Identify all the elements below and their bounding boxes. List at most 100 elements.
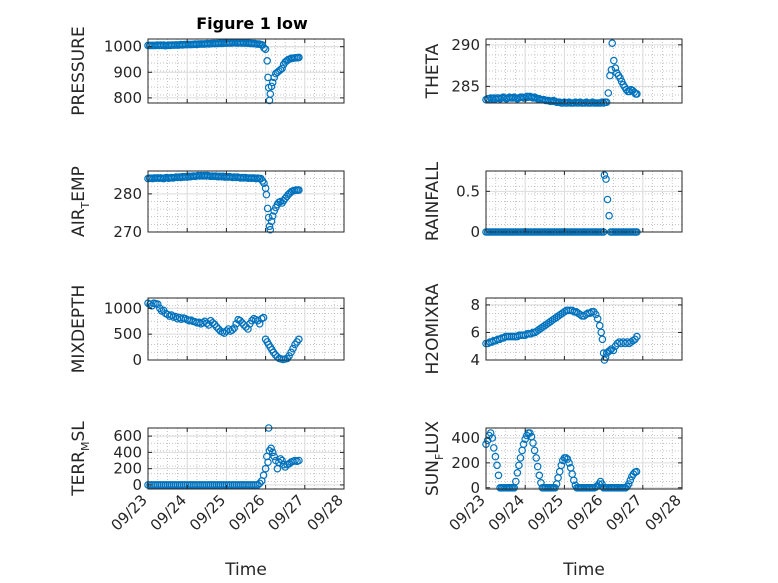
y-tick-label: 400 xyxy=(113,443,142,461)
data-point xyxy=(489,444,498,452)
data-point xyxy=(289,344,297,353)
data-point xyxy=(268,212,277,220)
data-point xyxy=(238,318,246,327)
data-point xyxy=(266,225,275,234)
data-point xyxy=(266,90,275,98)
data-point xyxy=(609,56,618,65)
x-tick-label: 09/28 xyxy=(304,491,347,534)
data-point xyxy=(557,461,566,470)
x-tick-label: 09/23 xyxy=(446,491,489,534)
data-point xyxy=(633,332,641,341)
data-point xyxy=(529,439,537,447)
data-point xyxy=(625,87,634,96)
y-tick-label: 500 xyxy=(113,325,142,343)
data-point xyxy=(521,435,530,444)
y-tick-label: 6 xyxy=(470,323,480,341)
data-point xyxy=(591,310,600,319)
y-tick-label: 270 xyxy=(113,223,142,241)
data-point xyxy=(259,471,268,480)
data-point xyxy=(295,186,303,194)
data-point xyxy=(295,53,303,62)
data-point xyxy=(267,444,275,453)
x-tick-label: 09/25 xyxy=(186,491,229,534)
data-point xyxy=(267,217,276,226)
data-point xyxy=(154,300,162,309)
data-point xyxy=(527,329,535,338)
data-point xyxy=(563,455,572,463)
data-point xyxy=(565,459,573,467)
data-point xyxy=(253,481,262,489)
data-point xyxy=(519,440,528,449)
y-tick-label: 200 xyxy=(113,460,142,478)
data-point xyxy=(260,44,268,52)
data-point xyxy=(268,448,277,457)
y-tick-label: 600 xyxy=(113,427,142,445)
data-point xyxy=(569,476,578,485)
axes-box xyxy=(147,38,345,104)
y-tick-label: 0 xyxy=(470,479,480,497)
data-point xyxy=(236,316,244,325)
y-tick-label: 400 xyxy=(451,429,480,447)
axes-box xyxy=(485,170,683,233)
data-point xyxy=(255,479,264,488)
y-tick-label: 0.5 xyxy=(456,182,480,200)
panel-mixdepth: 0 500 1000 MIXDEPTH xyxy=(69,285,345,373)
axes-box xyxy=(485,427,683,490)
data-point xyxy=(516,454,525,462)
y-tick-label: 0 xyxy=(132,351,142,369)
y-axis-label: SUNFLUX xyxy=(423,421,446,496)
axes-background xyxy=(486,39,682,103)
x-tick-label: 09/24 xyxy=(485,491,528,534)
data-point xyxy=(208,318,217,327)
y-tick-label: 280 xyxy=(113,185,142,203)
x-tick-label: 09/26 xyxy=(225,491,268,534)
data-point xyxy=(295,335,303,344)
data-point xyxy=(530,446,539,455)
x-tick-label: 09/27 xyxy=(602,491,645,534)
data-point xyxy=(511,477,520,486)
data-point xyxy=(167,311,176,319)
axes-background xyxy=(148,39,344,103)
data-point xyxy=(230,324,239,332)
data-point xyxy=(595,321,604,330)
y-tick-label: 1000 xyxy=(104,299,142,317)
data-point xyxy=(261,464,270,473)
x-tick-label: 09/26 xyxy=(563,491,606,534)
data-point xyxy=(597,328,606,337)
data-point xyxy=(263,204,272,213)
data-point xyxy=(263,56,272,65)
axes-box xyxy=(147,170,345,233)
data-point xyxy=(278,456,286,465)
data-point xyxy=(532,454,541,462)
data-point xyxy=(491,452,500,461)
data-point xyxy=(260,179,268,188)
data-point xyxy=(268,78,277,87)
axes-box xyxy=(147,297,345,361)
data-point xyxy=(632,467,641,476)
y-tick-label: 0 xyxy=(132,476,142,494)
y-tick-label: 800 xyxy=(113,89,142,107)
data-point xyxy=(285,459,293,468)
data-point xyxy=(624,480,633,488)
figure-title: Figure 1 low xyxy=(196,14,308,33)
y-axis-label: TERRMSL xyxy=(69,421,92,497)
data-point xyxy=(494,471,503,480)
data-point xyxy=(611,64,620,72)
y-tick-label: 4 xyxy=(470,351,480,369)
panel-air-temp: 270 280 AIRTEMP xyxy=(69,166,345,241)
data-point xyxy=(270,452,279,461)
y-axis-label: THETA xyxy=(423,43,443,99)
data-point xyxy=(598,335,607,344)
data-point xyxy=(609,346,618,355)
y-tick-label: 290 xyxy=(451,36,480,54)
data-point xyxy=(295,456,303,465)
data-point xyxy=(484,339,492,348)
data-point xyxy=(593,314,602,323)
panel-h2omixra: 4 6 8 H2OMIXRA xyxy=(423,283,683,375)
x-tick-label: 09/27 xyxy=(264,491,307,534)
data-point xyxy=(515,461,523,470)
y-axis-label: PRESSURE xyxy=(69,26,89,115)
